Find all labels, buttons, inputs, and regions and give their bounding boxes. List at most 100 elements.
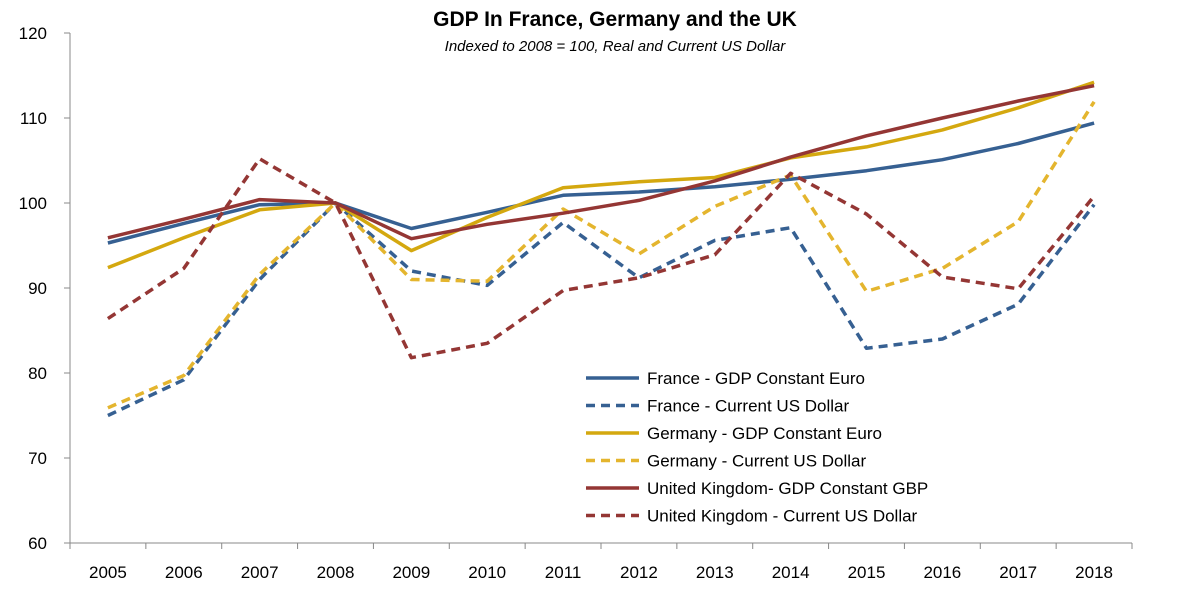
- data-point: [562, 207, 565, 210]
- x-tick-label: 2009: [392, 563, 430, 582]
- x-tick-label: 2013: [696, 563, 734, 582]
- legend: France - GDP Constant Euro France - Curre…: [586, 369, 928, 526]
- data-point: [637, 276, 640, 279]
- data-point: [713, 176, 716, 179]
- data-point: [486, 211, 489, 214]
- data-point: [637, 199, 640, 202]
- x-tick-label: 2012: [620, 563, 658, 582]
- data-point: [1093, 203, 1096, 206]
- data-point: [865, 169, 868, 172]
- data-point: [258, 278, 261, 281]
- data-point: [713, 179, 716, 182]
- chart-title: GDP In France, Germany and the UK: [433, 8, 797, 31]
- y-tick-label: 110: [20, 109, 47, 128]
- data-point: [182, 218, 185, 221]
- data-point: [941, 158, 944, 161]
- data-point: [258, 157, 261, 160]
- data-point: [865, 145, 868, 148]
- data-point: [182, 222, 185, 225]
- x-tick-label: 2008: [317, 563, 355, 582]
- data-point: [1017, 287, 1020, 290]
- data-point: [258, 273, 261, 276]
- data-point: [410, 227, 413, 230]
- data-point: [1093, 195, 1096, 198]
- x-tick-label: 2018: [1075, 563, 1113, 582]
- data-point: [789, 156, 792, 159]
- data-point: [258, 208, 261, 211]
- data-point: [789, 172, 792, 175]
- data-point: [410, 249, 413, 252]
- legend-label: France - GDP Constant Euro: [647, 369, 865, 388]
- series-line-3: [107, 100, 1096, 410]
- data-point: [106, 414, 109, 417]
- data-point: [410, 278, 413, 281]
- series-line-0: [107, 121, 1095, 245]
- data-point: [1017, 106, 1020, 109]
- data-point: [637, 180, 640, 183]
- data-point: [1017, 220, 1020, 223]
- data-point: [106, 317, 109, 320]
- data-point: [106, 236, 109, 239]
- data-point: [1093, 100, 1096, 103]
- y-tick-label: 100: [19, 194, 47, 213]
- legend-label: Germany - GDP Constant Euro: [647, 424, 882, 443]
- data-point: [334, 202, 337, 205]
- data-point: [486, 223, 489, 226]
- data-point: [106, 406, 109, 409]
- legend-label: Germany - Current US Dollar: [647, 452, 867, 471]
- y-tick-label: 80: [28, 364, 47, 383]
- series-line-4: [107, 83, 1095, 241]
- data-point: [486, 216, 489, 219]
- data-point: [941, 267, 944, 270]
- y-tick-label: 70: [28, 449, 47, 468]
- data-point: [865, 290, 868, 293]
- data-point: [1093, 81, 1096, 84]
- data-point: [865, 347, 868, 350]
- series-lines: [106, 80, 1096, 418]
- data-point: [941, 275, 944, 278]
- x-tick-label: 2015: [848, 563, 886, 582]
- y-tick-label: 90: [28, 279, 47, 298]
- data-point: [106, 266, 109, 269]
- data-point: [410, 356, 413, 359]
- series-line-5: [106, 157, 1096, 360]
- data-point: [865, 213, 868, 216]
- legend-label: United Kingdom - Current US Dollar: [647, 507, 918, 526]
- data-point: [182, 236, 185, 239]
- data-point: [713, 185, 716, 188]
- data-point: [562, 186, 565, 189]
- data-point: [410, 237, 413, 240]
- data-point: [106, 241, 109, 244]
- data-point: [941, 338, 944, 341]
- data-point: [865, 134, 868, 137]
- data-point: [258, 203, 261, 206]
- x-tick-label: 2016: [923, 563, 961, 582]
- legend-label: United Kingdom- GDP Constant GBP: [647, 479, 928, 498]
- data-point: [1093, 122, 1096, 125]
- data-point: [789, 226, 792, 229]
- data-point: [486, 284, 489, 287]
- x-tick-label: 2017: [999, 563, 1037, 582]
- data-point: [1017, 142, 1020, 145]
- data-point: [486, 342, 489, 345]
- data-point: [1017, 303, 1020, 306]
- data-point: [941, 128, 944, 131]
- data-point: [486, 280, 489, 283]
- data-point: [182, 267, 185, 270]
- y-tick-label: 120: [19, 24, 47, 43]
- x-tick-label: 2007: [241, 563, 279, 582]
- data-point: [182, 378, 185, 381]
- data-point: [713, 253, 716, 256]
- data-point: [637, 190, 640, 193]
- data-point: [713, 239, 716, 242]
- x-axis-ticks: 2005 2006 2007 2008 2009 2010 2011 2012 2013 2014…: [69, 543, 1133, 582]
- data-point: [1017, 100, 1020, 103]
- data-point: [562, 221, 565, 224]
- data-point: [410, 270, 413, 273]
- y-tick-label: 60: [28, 534, 47, 553]
- data-point: [562, 289, 565, 292]
- data-point: [182, 374, 185, 377]
- data-point: [562, 212, 565, 215]
- chart-subtitle: Indexed to 2008 = 100, Real and Current …: [445, 38, 787, 55]
